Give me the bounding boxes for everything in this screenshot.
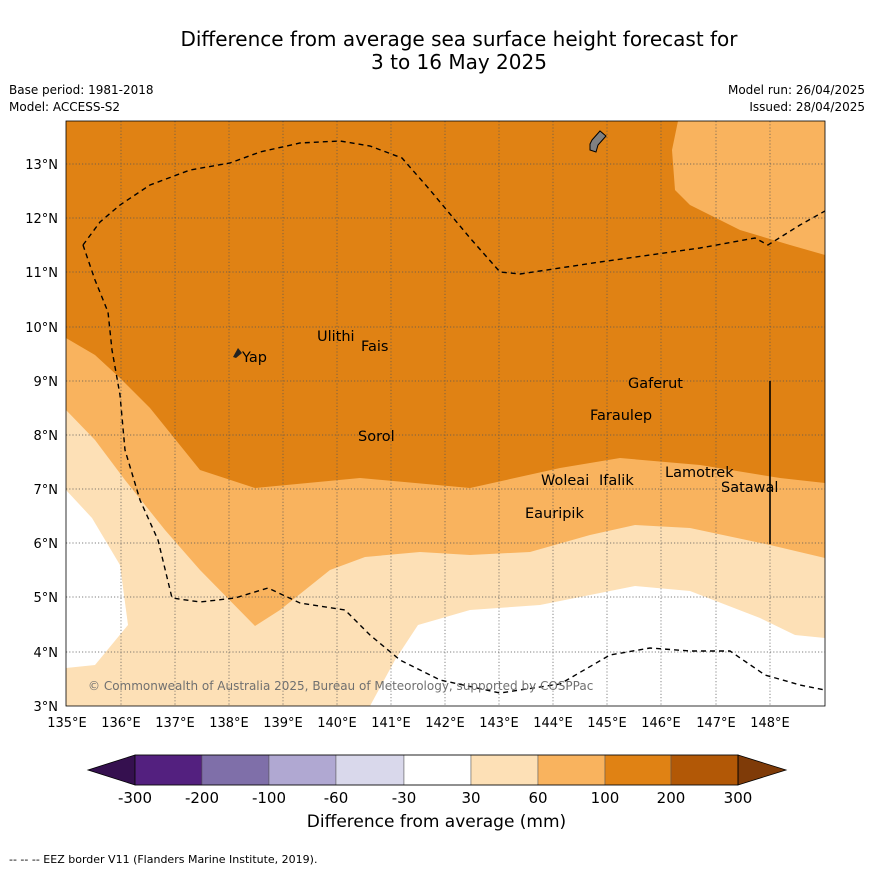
xtick-135e: 135°E bbox=[47, 716, 87, 731]
ytick-12n: 12°N bbox=[25, 212, 58, 227]
colorbar bbox=[86, 754, 788, 786]
ytick-7n: 7°N bbox=[34, 483, 59, 498]
eez-border bbox=[82, 140, 825, 694]
xtick-145e: 145°E bbox=[587, 716, 627, 731]
xtick-146e: 146°E bbox=[641, 716, 681, 731]
ytick-8n: 8°N bbox=[34, 429, 59, 444]
title-line-1: Difference from average sea surface heig… bbox=[180, 27, 738, 51]
zone-neutral-south bbox=[370, 586, 825, 706]
place-yap: Yap bbox=[241, 350, 267, 366]
ytick-13n: 13°N bbox=[25, 158, 58, 173]
map-frame bbox=[65, 120, 826, 707]
colorbar-title: Difference from average (mm) bbox=[306, 812, 567, 832]
colorbar-bin-9 bbox=[670, 754, 739, 786]
ytick-11n: 11°N bbox=[25, 266, 58, 281]
cb-label-9: 300 bbox=[724, 789, 753, 807]
xtick-147e: 147°E bbox=[696, 716, 736, 731]
colorbar-bin-8 bbox=[604, 754, 672, 786]
colorbar-bin-3 bbox=[268, 754, 337, 786]
ytick-5n: 5°N bbox=[34, 591, 59, 606]
copyright-text: © Commonwealth of Australia 2025, Bureau… bbox=[88, 679, 593, 693]
xtick-138e: 138°E bbox=[209, 716, 249, 731]
place-lamotrek: Lamotrek bbox=[665, 465, 734, 481]
contour-fills bbox=[66, 121, 825, 706]
yap-island bbox=[233, 348, 242, 358]
xtick-136e: 136°E bbox=[101, 716, 141, 731]
place-woleai: Woleai bbox=[541, 473, 589, 489]
y-axis-ticks: 13°N 12°N 11°N 10°N 9°N 8°N 7°N 6°N 5°N … bbox=[25, 158, 58, 715]
cb-label-2: -100 bbox=[252, 789, 286, 807]
colorbar-bin-7 bbox=[537, 754, 606, 786]
colorbar-bin-1 bbox=[134, 754, 203, 786]
place-faraulep: Faraulep bbox=[590, 408, 652, 424]
ytick-6n: 6°N bbox=[34, 537, 59, 552]
ytick-3n: 3°N bbox=[34, 700, 59, 715]
cb-label-7: 100 bbox=[591, 789, 620, 807]
xtick-144e: 144°E bbox=[533, 716, 573, 731]
place-labels: Yap Ulithi Fais Gaferut Faraulep Sorol W… bbox=[241, 329, 778, 522]
xtick-143e: 143°E bbox=[479, 716, 519, 731]
ytick-10n: 10°N bbox=[25, 321, 58, 336]
colorbar-high-extension bbox=[737, 754, 788, 786]
xtick-141e: 141°E bbox=[371, 716, 411, 731]
title-line-2: 3 to 16 May 2025 bbox=[371, 50, 547, 74]
footer-note: -- -- -- EEZ border V11 (Flanders Marine… bbox=[9, 853, 318, 866]
place-satawal: Satawal bbox=[721, 480, 778, 496]
ytick-4n: 4°N bbox=[34, 646, 59, 661]
cb-label-1: -200 bbox=[185, 789, 219, 807]
x-axis-ticks: 135°E 136°E 137°E 138°E 139°E 140°E 141°… bbox=[47, 716, 790, 731]
xtick-148e: 148°E bbox=[750, 716, 790, 731]
base-period: Base period: 1981-2018 bbox=[9, 83, 154, 97]
colorbar-bin-2 bbox=[201, 754, 270, 786]
xtick-139e: 139°E bbox=[263, 716, 303, 731]
xtick-137e: 137°E bbox=[155, 716, 195, 731]
place-fais: Fais bbox=[361, 339, 388, 355]
colorbar-frame bbox=[134, 754, 739, 786]
xtick-142e: 142°E bbox=[425, 716, 465, 731]
meta-right: Model run: 26/04/2025 Issued: 28/04/2025 bbox=[728, 82, 865, 116]
colorbar-bin-5 bbox=[403, 754, 472, 786]
issued-date: Issued: 28/04/2025 bbox=[749, 100, 865, 114]
place-ifalik: Ifalik bbox=[599, 473, 634, 489]
xtick-140e: 140°E bbox=[317, 716, 357, 731]
cb-label-8: 200 bbox=[657, 789, 686, 807]
colorbar-bin-6 bbox=[470, 754, 539, 786]
cb-label-6: 60 bbox=[528, 789, 547, 807]
place-eauripik: Eauripik bbox=[525, 506, 584, 522]
cb-label-5: 30 bbox=[461, 789, 480, 807]
place-ulithi: Ulithi bbox=[317, 329, 355, 345]
model-name: Model: ACCESS-S2 bbox=[9, 100, 121, 114]
model-run: Model run: 26/04/2025 bbox=[727, 83, 865, 97]
place-gaferut: Gaferut bbox=[628, 376, 683, 392]
gridlines bbox=[66, 121, 825, 706]
land-features bbox=[233, 130, 607, 358]
map-title: Difference from average sea surface heig… bbox=[0, 28, 873, 74]
colorbar-bin-4 bbox=[335, 754, 405, 786]
colorbar-low-extension bbox=[86, 754, 136, 786]
meta-left: Base period: 1981-2018 Model: ACCESS-S2 bbox=[9, 82, 154, 116]
ytick-9n: 9°N bbox=[34, 375, 59, 390]
cb-label-0: -300 bbox=[118, 789, 152, 807]
place-sorol: Sorol bbox=[358, 429, 395, 445]
cb-label-3: -60 bbox=[324, 789, 349, 807]
cb-label-4: -30 bbox=[392, 789, 417, 807]
guam-island bbox=[589, 130, 607, 153]
zone-neutral bbox=[66, 490, 128, 668]
zone-60-100-ne bbox=[672, 121, 825, 255]
colorbar-ticks: -300 -200 -100 -60 -30 30 60 100 200 300 bbox=[118, 789, 752, 807]
